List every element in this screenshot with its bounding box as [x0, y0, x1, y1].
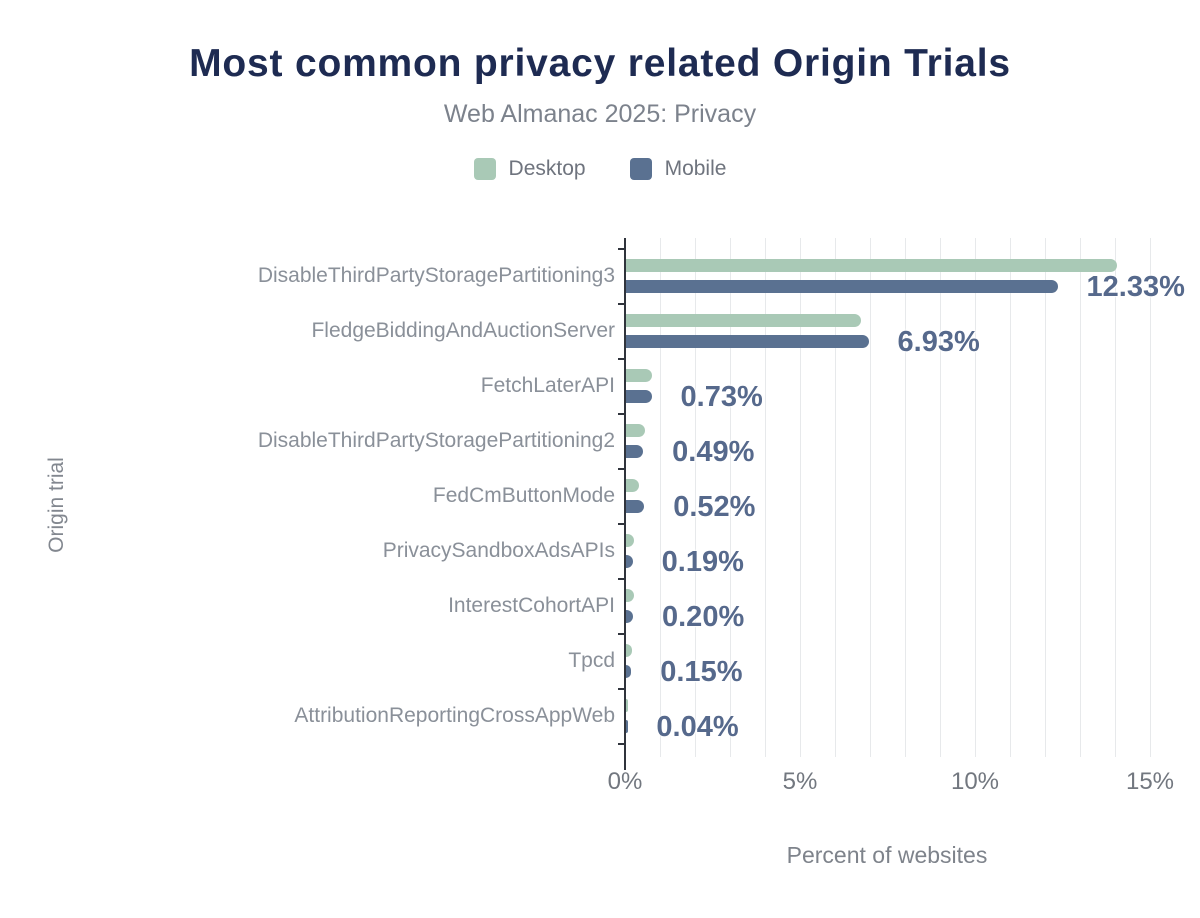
gridline	[1115, 238, 1116, 757]
category-label: Tpcd	[568, 649, 615, 672]
bar-desktop[interactable]	[626, 314, 861, 327]
category-label: InterestCohortAPI	[448, 594, 615, 617]
y-axis-tick	[618, 522, 625, 525]
bar-desktop[interactable]	[626, 534, 634, 547]
legend-item-mobile[interactable]: Mobile	[629, 157, 727, 181]
x-axis-title: Percent of websites	[786, 842, 988, 868]
bar-mobile[interactable]	[626, 390, 652, 403]
gridline	[1080, 238, 1081, 757]
gridline	[905, 238, 906, 757]
y-axis-tick	[618, 632, 625, 635]
bar-mobile[interactable]	[626, 720, 628, 733]
y-axis-tick	[618, 412, 625, 415]
x-tick-label: 5%	[782, 768, 818, 795]
bar-mobile[interactable]	[626, 445, 644, 458]
bar-desktop[interactable]	[626, 424, 646, 437]
bar-mobile[interactable]	[626, 610, 633, 623]
legend-item-desktop[interactable]: Desktop	[473, 157, 586, 181]
bar-mobile[interactable]	[626, 555, 633, 568]
value-label: 0.20%	[662, 600, 745, 633]
gridline	[1045, 238, 1046, 757]
category-label: PrivacySandboxAdsAPIs	[382, 539, 615, 562]
y-axis-tick	[618, 687, 625, 690]
value-label: 6.93%	[897, 325, 980, 358]
bar-mobile[interactable]	[626, 280, 1058, 293]
value-label: 0.15%	[660, 655, 743, 688]
gridline	[870, 238, 871, 757]
bar-desktop[interactable]	[626, 699, 628, 712]
value-label: 0.52%	[673, 490, 756, 523]
bar-desktop[interactable]	[626, 479, 640, 492]
category-label: FledgeBiddingAndAuctionServer	[311, 319, 615, 342]
desktop-series-label: Desktop	[508, 157, 586, 180]
category-label: FedCmButtonMode	[432, 484, 615, 507]
x-tick-label: 10%	[950, 768, 1000, 795]
mobile-series-label: Mobile	[664, 157, 727, 180]
value-label: 0.73%	[680, 380, 763, 413]
bar-desktop[interactable]	[626, 259, 1118, 272]
y-axis-tick	[618, 247, 625, 250]
x-tick-label: 0%	[607, 768, 643, 795]
y-axis-line	[624, 238, 626, 757]
category-label: FetchLaterAPI	[480, 374, 615, 397]
x-axis-tick-zero	[624, 757, 626, 770]
gridline	[975, 238, 976, 757]
y-axis-tick	[618, 742, 625, 745]
chart-title: Most common privacy related Origin Trial…	[189, 42, 1011, 85]
bar-mobile[interactable]	[626, 665, 632, 678]
value-label: 0.04%	[656, 710, 739, 743]
gridline	[835, 238, 836, 757]
bar-mobile[interactable]	[626, 500, 645, 513]
legend: Desktop Mobile	[0, 157, 1200, 181]
gridline	[1010, 238, 1011, 757]
gridline	[730, 238, 731, 757]
gridline	[1150, 238, 1151, 757]
x-tick-label: 15%	[1125, 768, 1175, 795]
chart-subtitle: Web Almanac 2025: Privacy	[443, 100, 757, 128]
category-label: DisableThirdPartyStoragePartitioning3	[257, 264, 615, 287]
desktop-series-swatch	[473, 158, 496, 180]
bar-desktop[interactable]	[626, 589, 635, 602]
gridline	[695, 238, 696, 757]
value-label: 12.33%	[1086, 270, 1185, 303]
bar-desktop[interactable]	[626, 644, 633, 657]
gridline	[660, 238, 661, 757]
gridline	[800, 238, 801, 757]
y-axis-tick	[618, 577, 625, 580]
y-axis-tick	[618, 302, 625, 305]
value-label: 0.19%	[661, 545, 744, 578]
bar-desktop[interactable]	[626, 369, 652, 382]
category-label: AttributionReportingCrossAppWeb	[294, 704, 615, 727]
gridline	[765, 238, 766, 757]
gridline	[940, 238, 941, 757]
y-axis-title: Origin trial	[45, 457, 68, 553]
value-label: 0.49%	[672, 435, 755, 468]
y-axis-tick	[618, 467, 625, 470]
mobile-series-swatch	[629, 158, 652, 180]
bar-mobile[interactable]	[626, 335, 869, 348]
y-axis-tick	[618, 357, 625, 360]
category-label: DisableThirdPartyStoragePartitioning2	[257, 429, 615, 452]
